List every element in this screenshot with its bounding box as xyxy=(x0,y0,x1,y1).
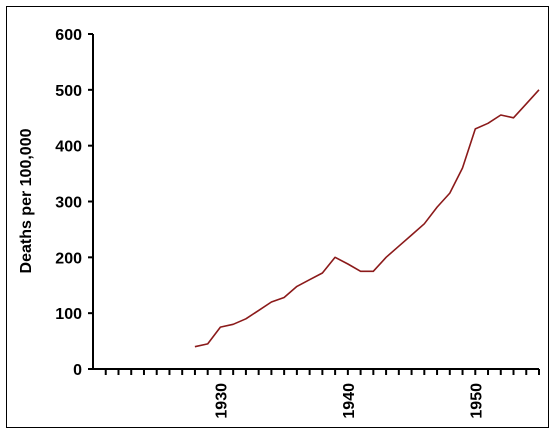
x-axis-ticks: 1930 1940 1950 xyxy=(104,369,540,419)
chart-frame xyxy=(6,6,549,428)
x-tick-label: 1940 xyxy=(341,383,358,419)
y-tick-label: 600 xyxy=(55,27,82,44)
series-layer xyxy=(194,89,540,348)
series-line xyxy=(194,89,540,348)
y-tick-label: 0 xyxy=(73,362,82,379)
y-axis-title: Deaths per 100,000 xyxy=(18,128,35,273)
y-tick-label: 500 xyxy=(55,83,82,100)
y-axis-ticks: 0 100 200 300 400 500 600 xyxy=(55,27,93,379)
axes xyxy=(92,34,539,370)
y-tick-label: 300 xyxy=(55,195,82,212)
y-tick-label: 100 xyxy=(55,306,82,323)
x-tick-label: 1930 xyxy=(213,383,230,419)
y-tick-label: 400 xyxy=(55,139,82,156)
x-tick-label: 1950 xyxy=(468,383,485,419)
y-tick-label: 200 xyxy=(55,250,82,267)
